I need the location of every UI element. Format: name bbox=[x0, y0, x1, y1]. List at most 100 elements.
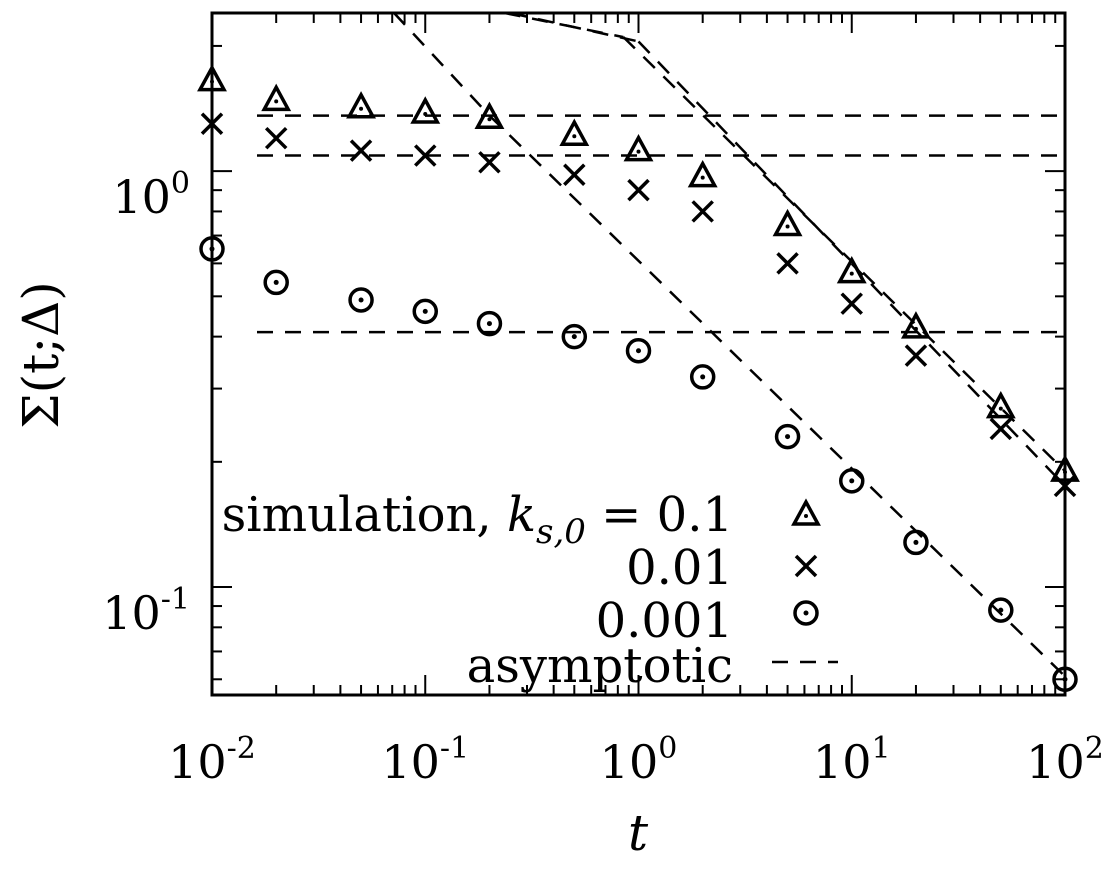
data-points bbox=[197, 64, 1080, 693]
x-tick-label-base: 10 bbox=[381, 735, 440, 789]
circle-marker-ring bbox=[903, 529, 929, 556]
triangle-marker-shape bbox=[687, 159, 718, 188]
circle-marker-ring bbox=[625, 337, 652, 364]
circle-marker-ring bbox=[348, 287, 374, 313]
data-point-series-2 bbox=[563, 163, 586, 187]
circle-marker-ring bbox=[774, 423, 801, 450]
data-point-series-2 bbox=[478, 151, 501, 174]
cross-marker-stroke bbox=[989, 417, 1013, 441]
x-tick-label: 100 bbox=[600, 731, 678, 789]
triangle-marker-dot bbox=[423, 111, 428, 116]
legend-marker-series-3 bbox=[793, 600, 819, 626]
data-point-series-1 bbox=[346, 91, 377, 119]
triangle-marker-shape bbox=[623, 134, 654, 162]
cross-marker-stroke bbox=[349, 139, 373, 162]
cross-marker-stroke bbox=[794, 554, 818, 578]
x-tick-label-exponent: -2 bbox=[227, 731, 256, 766]
circle-marker-dot bbox=[700, 374, 706, 380]
triangle-marker-shape bbox=[985, 390, 1016, 419]
circle-marker-dot bbox=[571, 334, 577, 340]
triangle-marker-shape bbox=[559, 118, 590, 146]
data-point-series-3 bbox=[412, 298, 438, 325]
triangle-marker-shape bbox=[474, 101, 505, 130]
circle-marker-dot bbox=[849, 478, 855, 484]
circle-marker-ring bbox=[263, 269, 289, 296]
data-point-series-2 bbox=[1053, 474, 1077, 498]
data-point-series-2 bbox=[627, 178, 650, 202]
x-tick-label-base: 10 bbox=[168, 735, 227, 789]
cross-marker-stroke bbox=[691, 200, 714, 223]
data-point-series-1 bbox=[474, 101, 505, 130]
triangle-marker-dot bbox=[210, 79, 214, 84]
data-point-series-1 bbox=[1050, 454, 1080, 482]
data-point-series-3 bbox=[348, 287, 374, 313]
cross-marker-stroke bbox=[478, 151, 501, 174]
circle-marker-dot bbox=[209, 246, 215, 252]
cross-marker-stroke bbox=[414, 144, 437, 167]
data-point-series-2 bbox=[989, 417, 1013, 441]
triangle-marker-shape bbox=[772, 208, 803, 237]
data-point-series-2 bbox=[691, 200, 714, 223]
legend: simulation, ks,0 = 0.1 0.01 0.001 asympt… bbox=[222, 487, 838, 694]
x-tick-label-exponent: 0 bbox=[658, 731, 677, 766]
data-point-series-3 bbox=[689, 364, 716, 390]
asymptotic-power-line bbox=[504, 11, 624, 39]
x-tick-label: 101 bbox=[813, 731, 891, 789]
triangle-marker-dot bbox=[804, 514, 808, 518]
data-point-series-1 bbox=[197, 64, 227, 92]
circle-marker-dot bbox=[803, 610, 809, 616]
data-point-series-3 bbox=[561, 323, 588, 350]
data-point-series-3 bbox=[839, 468, 865, 494]
data-point-series-2 bbox=[840, 292, 863, 315]
x-tick-label: 102 bbox=[1026, 731, 1104, 789]
circle-marker-dot bbox=[273, 279, 279, 285]
legend-label-series-3: 0.001 bbox=[596, 593, 733, 649]
asymptotic-power-line bbox=[488, 114, 1066, 678]
legend-equals: = bbox=[586, 487, 657, 543]
y-tick-label-exponent: -1 bbox=[161, 582, 190, 617]
data-point-series-1 bbox=[261, 83, 292, 112]
data-point-series-3 bbox=[774, 423, 801, 450]
triangle-marker-dot bbox=[913, 326, 918, 331]
circle-marker-ring bbox=[689, 364, 716, 390]
data-point-series-2 bbox=[776, 252, 799, 275]
data-point-series-1 bbox=[772, 208, 803, 237]
triangle-marker-shape bbox=[791, 498, 821, 526]
triangle-marker-dot bbox=[849, 271, 854, 276]
legend-label-series-1: simulation, ks,0 = 0.1 bbox=[222, 487, 733, 552]
x-tick-label-exponent: 1 bbox=[871, 731, 890, 766]
data-point-series-2 bbox=[414, 144, 437, 167]
circle-marker-ring bbox=[839, 468, 865, 494]
circle-marker-dot bbox=[785, 434, 791, 440]
data-point-series-1 bbox=[836, 256, 867, 284]
circle-marker-dot bbox=[998, 607, 1004, 613]
circle-marker-dot bbox=[636, 348, 641, 354]
legend-markers bbox=[772, 498, 838, 664]
data-point-series-2 bbox=[904, 344, 928, 367]
circle-marker-dot bbox=[1062, 676, 1068, 682]
triangle-marker-shape bbox=[197, 64, 227, 92]
data-point-series-2 bbox=[349, 139, 373, 162]
triangle-marker-dot bbox=[998, 406, 1003, 411]
triangle-marker-dot bbox=[700, 175, 705, 180]
circle-marker-ring bbox=[988, 597, 1014, 623]
triangle-marker-dot bbox=[636, 149, 641, 154]
circle-marker-dot bbox=[486, 321, 492, 327]
triangle-marker-shape bbox=[261, 83, 292, 112]
data-point-series-3 bbox=[903, 529, 929, 556]
cross-marker-stroke bbox=[200, 112, 224, 135]
triangle-marker-dot bbox=[274, 99, 279, 104]
data-point-series-2 bbox=[264, 126, 288, 150]
triangle-marker-shape bbox=[900, 311, 931, 339]
x-tick-label-base: 10 bbox=[1026, 735, 1085, 789]
cross-marker-stroke bbox=[840, 292, 863, 315]
cross-marker-stroke bbox=[264, 126, 288, 150]
asymptotic-power-line bbox=[637, 40, 1066, 487]
legend-value-1: 0.1 bbox=[657, 487, 733, 543]
axes bbox=[210, 11, 1067, 697]
triangle-marker-dot bbox=[785, 224, 790, 229]
y-tick-label: 10-1 bbox=[102, 582, 190, 640]
y-tick-label-exponent: 0 bbox=[171, 166, 190, 201]
x-tick-label: 10-1 bbox=[381, 731, 469, 789]
